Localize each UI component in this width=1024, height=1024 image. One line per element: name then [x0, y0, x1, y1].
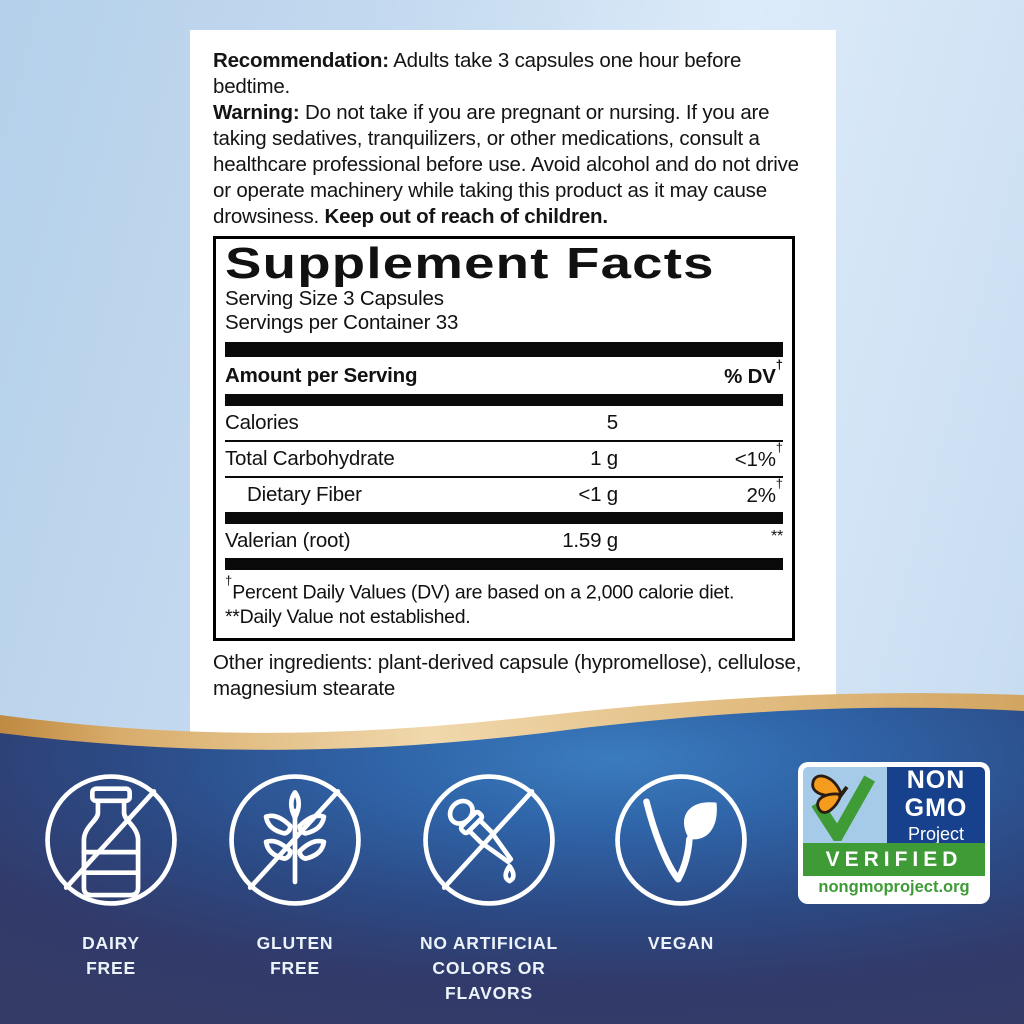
butterfly-checkmark-icon: [811, 774, 875, 841]
divider-bar: [225, 558, 783, 570]
badge-vegan: VEGAN: [611, 770, 751, 956]
badge-label: NO ARTIFICIAL COLORS OR FLAVORS: [419, 933, 559, 1003]
table-row-total-carbohydrate: Total Carbohydrate 1 g <1%†: [225, 440, 783, 478]
badge-gluten-free: GLUTEN FREE: [225, 770, 365, 981]
nongmo-butterfly-art: [803, 767, 887, 843]
no-artificial-colors-icon: [423, 774, 555, 906]
supplement-facts-title: Supplement Facts: [225, 239, 715, 288]
divider-bar: [225, 394, 783, 406]
nongmo-url: nongmoproject.org: [818, 878, 970, 896]
divider-bar: [225, 342, 783, 357]
serving-size: Serving Size 3 Capsules: [225, 287, 444, 310]
table-row-dietary-fiber: Dietary Fiber <1 g 2%†: [247, 476, 783, 507]
recommendation-text: Adults take 3 capsules one hour before b…: [213, 49, 742, 98]
warning-paragraph: Warning: Do not take if you are pregnant…: [213, 100, 805, 230]
nongmo-verified-bar: VERIFIED: [803, 843, 985, 876]
table-row-calories: Calories 5: [225, 406, 783, 442]
supplement-facts-panel: Supplement Facts Serving Size 3 Capsules…: [213, 236, 795, 641]
table-header-row: Amount per Serving % DV†: [225, 357, 783, 394]
table-row-valerian: Valerian (root) 1.59 g **: [225, 528, 783, 552]
other-ingredients: Other ingredients: plant-derived capsule…: [213, 650, 802, 700]
no-dairy-icon: [45, 774, 177, 906]
footnote-not-established: **Daily Value not established.: [225, 605, 471, 628]
warning-text: Do not take if you are pregnant or nursi…: [213, 101, 799, 228]
badge-no-artificial-colors: NO ARTIFICIAL COLORS OR FLAVORS: [404, 770, 574, 1006]
divider-bar: [225, 512, 783, 524]
warning-emphasis: Keep out of reach of children.: [324, 205, 609, 228]
recommendation-label: Recommendation:: [213, 49, 389, 72]
footnotes: †Percent Daily Values (DV) are based on …: [225, 570, 783, 638]
amount-header: Amount per Serving: [225, 363, 418, 387]
badge-label: GLUTEN FREE: [256, 933, 334, 978]
badge-label: DAIRY FREE: [82, 933, 140, 978]
label-panel: Recommendation: Adults take 3 capsules o…: [190, 30, 836, 742]
vegan-icon: [615, 774, 747, 906]
footnote-dv: †Percent Daily Values (DV) are based on …: [225, 573, 735, 604]
badge-dairy-free: DAIRY FREE: [41, 770, 181, 981]
badge-label: VEGAN: [647, 933, 715, 953]
nongmo-wordmark: NON GMO Project: [887, 767, 985, 843]
dv-header: % DV†: [724, 356, 783, 388]
warning-label: Warning:: [213, 101, 300, 124]
non-gmo-project-seal: NON GMO Project VERIFIED nongmoproject.o…: [798, 762, 990, 904]
servings-per-container: Servings per Container 33: [225, 311, 459, 334]
recommendation-paragraph: Recommendation: Adults take 3 capsules o…: [213, 48, 805, 100]
no-gluten-icon: [229, 774, 361, 906]
